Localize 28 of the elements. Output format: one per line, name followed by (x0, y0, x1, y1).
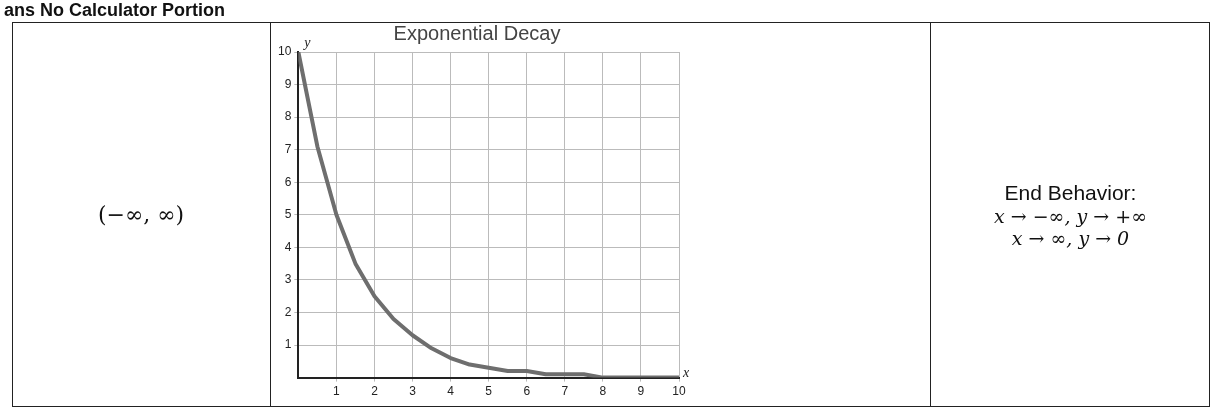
text: ans No Calculator Portion (4, 0, 226, 20)
y-tick-label: 3 (284, 272, 292, 287)
y-tick-label: 2 (284, 304, 292, 319)
x-tick-label: 8 (599, 384, 607, 399)
y-tick-label: 10 (277, 44, 292, 59)
x-tick-label: 6 (523, 384, 531, 399)
text: x → ∞, y → 0 (1011, 226, 1130, 249)
text: x → −∞, y → +∞ (993, 204, 1148, 227)
y-tick-label: 4 (284, 239, 292, 254)
x-tick-label: 9 (637, 384, 645, 399)
x-tick-label: 7 (561, 384, 569, 399)
x-tick-label: 1 (333, 384, 341, 399)
text: End Behavior: (1004, 180, 1137, 205)
y-tick-label: 9 (284, 76, 292, 91)
x-tick-label: 10 (672, 384, 686, 399)
y-axis-title: y (302, 34, 312, 50)
x-tick-label: 3 (409, 384, 417, 399)
x-tick-label: 5 (485, 384, 493, 399)
y-tick-label: 6 (284, 174, 292, 189)
y-tick-label: 8 (284, 109, 292, 124)
chart-title: Exponential Decay (393, 21, 561, 44)
x-tick-label: 2 (371, 384, 379, 399)
y-tick-label: 7 (284, 141, 292, 156)
x-tick-label: 4 (447, 384, 455, 399)
y-tick-label: 5 (284, 207, 292, 222)
text: (−∞, ∞) (97, 202, 185, 227)
x-axis-title: x (682, 365, 690, 381)
y-tick-label: 1 (284, 337, 292, 352)
